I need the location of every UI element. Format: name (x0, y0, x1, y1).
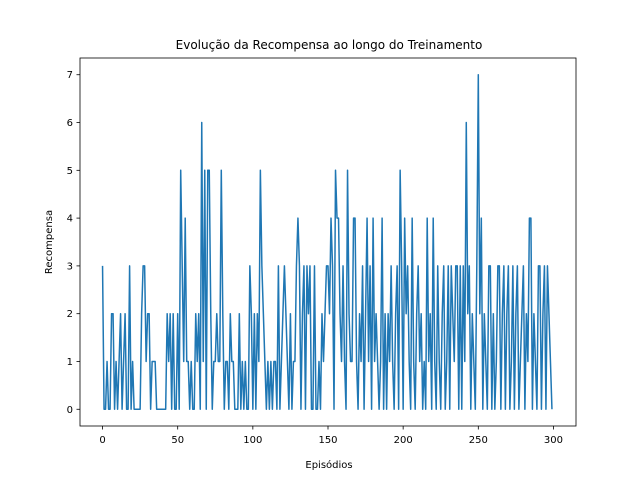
y-tick-label: 6 (67, 118, 73, 129)
x-tick-label: 50 (171, 435, 184, 446)
plot-area: 0 50 100 150 200 250 300 0 1 2 3 4 5 6 7 (67, 70, 563, 446)
chart-title: Evolução da Recompensa ao longo do Trein… (176, 38, 483, 52)
axes-frame (79, 57, 577, 427)
y-tick-label: 5 (67, 166, 73, 177)
y-tick-label: 4 (67, 214, 73, 225)
y-tick-label: 1 (67, 357, 73, 368)
x-tick-label: 100 (243, 435, 262, 446)
x-tick-label: 0 (99, 435, 105, 446)
x-tick-label: 150 (318, 435, 337, 446)
y-tick-label: 2 (67, 309, 73, 320)
x-axis-label: Episódios (305, 459, 352, 471)
x-tick-label: 250 (469, 435, 488, 446)
line-series (101, 73, 553, 411)
x-tick-label: 300 (544, 435, 563, 446)
y-tick-label: 3 (67, 261, 73, 272)
y-axis-label: Recompensa (44, 210, 55, 274)
y-tick-label: 7 (67, 70, 73, 81)
y-tick-label: 0 (67, 405, 73, 416)
x-tick-label: 200 (394, 435, 413, 446)
